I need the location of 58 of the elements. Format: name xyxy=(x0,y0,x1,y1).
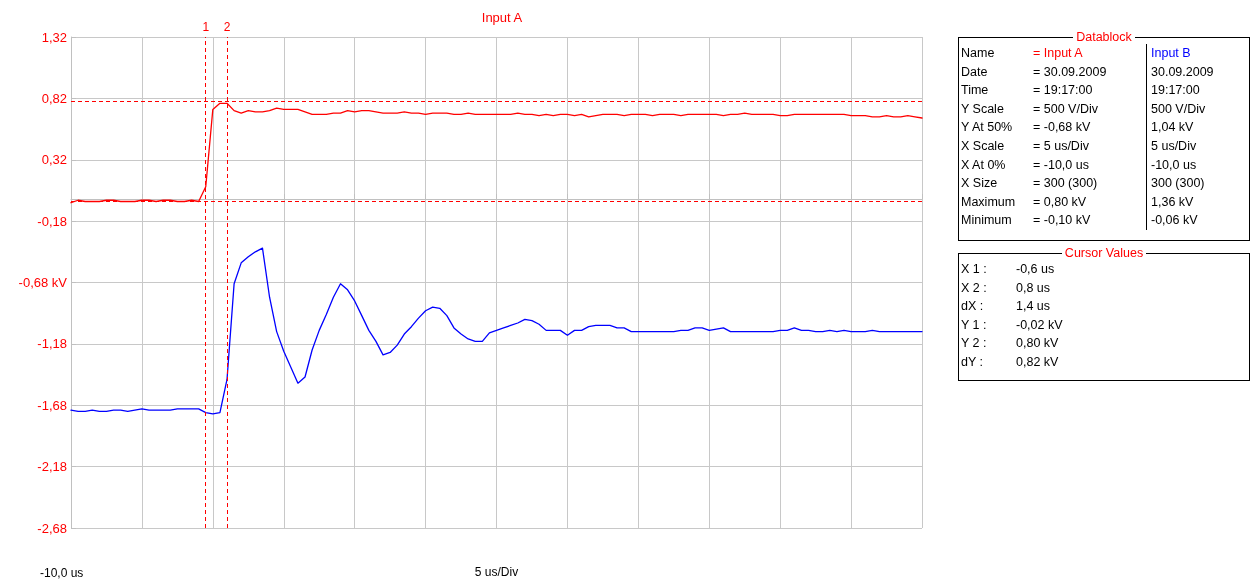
text: Y Scale xyxy=(960,100,1005,118)
y-tick-label: -0,18 xyxy=(37,213,67,229)
text: = 0,80 kV xyxy=(1033,192,1147,212)
text: Datablock xyxy=(1073,30,1135,44)
y-tick-label: -1,18 xyxy=(37,336,67,352)
text: = 5 us/Div xyxy=(1033,136,1147,156)
text: = 300 (300) xyxy=(1033,174,1147,193)
y-tick-label: -2,68 xyxy=(37,520,67,536)
text: X 2 : xyxy=(960,279,988,297)
text: 1,04 kV xyxy=(1150,119,1194,137)
text: = -0,68 kV xyxy=(1033,118,1147,137)
y-tick-label: -0,68 kV xyxy=(18,275,68,290)
text: Cursor Values xyxy=(1061,246,1147,260)
text: = -0,10 kV xyxy=(1033,211,1147,230)
text: 0,8 us xyxy=(1016,279,1051,297)
text: 1,4 us xyxy=(1016,298,1051,316)
text: = -10,0 us xyxy=(1033,155,1147,175)
text: 300 (300) xyxy=(1150,175,1205,193)
text: Minimum xyxy=(960,212,1013,230)
text: -10,0 us xyxy=(1150,156,1197,174)
text: -0,06 kV xyxy=(1150,212,1198,230)
text: X At 0% xyxy=(960,156,1007,174)
text: = 30.09.2009 xyxy=(1033,62,1147,82)
text: = 19:17:00 xyxy=(1033,81,1147,100)
text: 30.09.2009 xyxy=(1150,63,1214,81)
text: X 1 : xyxy=(960,261,988,278)
text: -0,02 kV xyxy=(1016,316,1063,334)
text: -0,6 us xyxy=(1016,261,1055,278)
y-tick-label: 0,82 xyxy=(41,90,67,106)
text: Input B xyxy=(1150,45,1191,62)
text: X Scale xyxy=(960,137,1006,155)
y-tick-label: 0,32 xyxy=(41,152,67,168)
y-tick-label: 1,32 xyxy=(41,29,67,45)
y-tick-label: -1,68 xyxy=(37,397,67,413)
text: = Input A xyxy=(1033,44,1147,63)
text: Y 1 : xyxy=(960,316,988,334)
text: 0,80 kV xyxy=(1016,335,1059,353)
text: X Size xyxy=(960,175,999,193)
text: 0,82 kV xyxy=(1016,353,1059,371)
text: dY : xyxy=(960,353,984,371)
text: Name xyxy=(960,45,996,62)
text: -10,0 us xyxy=(40,566,84,580)
text: Time xyxy=(960,82,990,100)
x-axis-title: 5 us/Div xyxy=(474,565,519,579)
text: 2 xyxy=(223,20,231,34)
text: 19:17:00 xyxy=(1150,82,1200,100)
text: 1 xyxy=(202,20,210,34)
text: Y At 50% xyxy=(960,119,1014,137)
text: 500 V/Div xyxy=(1150,100,1206,118)
text: 1,36 kV xyxy=(1150,193,1194,211)
text: Maximum xyxy=(960,193,1017,211)
text: Date xyxy=(960,63,989,81)
text: 5 us/Div xyxy=(1150,137,1197,155)
text: = 500 V/Div xyxy=(1033,99,1147,119)
text: dX : xyxy=(960,298,985,316)
text: Y 2 : xyxy=(960,335,988,353)
chart-title: Input A xyxy=(481,10,523,25)
y-tick-label: -2,18 xyxy=(37,459,67,475)
